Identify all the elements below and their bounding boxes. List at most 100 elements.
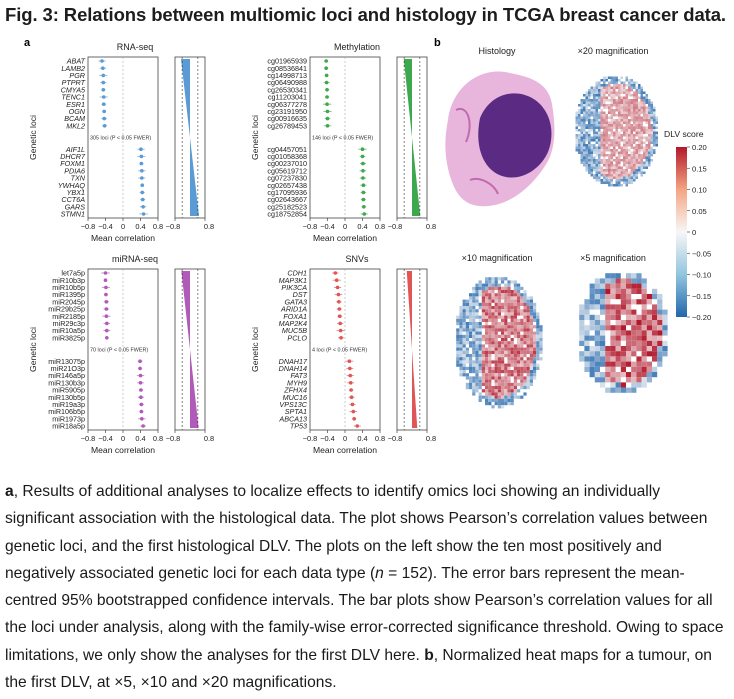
heatmap-cell [605, 299, 611, 305]
y-axis-label: Genetic loci [250, 327, 260, 372]
data-point [324, 73, 329, 78]
heatmap-cell [603, 91, 606, 94]
heatmap-cell [494, 283, 498, 287]
heatmap-cell [536, 366, 540, 370]
heatmap-cell [497, 309, 501, 313]
heatmap-cell [475, 302, 479, 306]
heatmap-cell [589, 299, 595, 305]
heatmap-cell [481, 312, 485, 316]
data-point [334, 278, 339, 283]
heatmap-cell [608, 144, 611, 147]
heatmap-cell [620, 149, 623, 152]
heatmap-cell [507, 347, 511, 351]
heatmap-cell [600, 91, 603, 94]
heatmap-cell [533, 341, 537, 345]
heatmap-cell [588, 131, 591, 134]
data-point [352, 417, 356, 421]
heatmap-cell [590, 119, 593, 122]
heatmap-cell [472, 392, 476, 396]
heatmap-cell [465, 331, 469, 335]
heatmap-cell [628, 126, 631, 129]
heatmap-cell [608, 136, 611, 139]
data-point [361, 197, 366, 202]
heatmap-cell [584, 314, 590, 320]
heatmap-cell [636, 273, 642, 279]
heatmap-cell [662, 346, 668, 352]
heatmap-cell [620, 99, 623, 102]
heatmap-cell [579, 340, 585, 346]
heatmap-cell [630, 131, 633, 134]
heatmap-cell [579, 309, 585, 315]
heatmap-cell [641, 366, 647, 372]
heatmap-cell [590, 124, 593, 127]
heatmap-cell [497, 312, 501, 316]
heatmap-cell [539, 347, 543, 351]
heatmap-cell [481, 389, 485, 393]
heatmap-cell [580, 106, 583, 109]
heatmap-cell [641, 335, 647, 341]
heatmap-cell [469, 306, 473, 310]
heatmap-cell [588, 126, 591, 129]
heatmap-cell [610, 81, 613, 84]
heatmap-cell [485, 283, 489, 287]
data-point [348, 381, 353, 385]
heatmap-cell [615, 351, 621, 357]
heatmap-cell [501, 354, 505, 358]
heatmap-cell [529, 331, 533, 335]
locus-label: TENC1 [61, 93, 85, 102]
heatmap-cell [603, 86, 606, 89]
heatmap-cell [618, 109, 621, 112]
tick-label: 0.8 [375, 434, 385, 443]
heatmap-cell [613, 124, 616, 127]
heatmap-cell [580, 154, 583, 157]
heatmap-cell [610, 169, 613, 172]
heatmap-cell [517, 286, 521, 290]
heatmap-cell [635, 169, 638, 172]
heatmap-cell [590, 121, 593, 124]
heatmap-cell [610, 151, 613, 154]
heatmap-cell [603, 171, 606, 174]
tick-label: 0 [343, 222, 347, 231]
heatmap-cell [501, 290, 505, 294]
heatmap-cell [620, 129, 623, 132]
heatmap-cell [469, 382, 473, 386]
heatmap-cell [497, 299, 501, 303]
heatmap-cell [475, 299, 479, 303]
tick-label: −0.4 [320, 434, 335, 443]
heatmap-cell [593, 161, 596, 164]
heatmap-cell [608, 124, 611, 127]
heatmap-cell [631, 299, 637, 305]
heatmap-cell [603, 111, 606, 114]
heatmap-cell [507, 344, 511, 348]
heatmap-cell [594, 361, 600, 367]
heatmap-cell [588, 89, 591, 92]
heatmap-cell [507, 376, 511, 380]
heatmap-cell [635, 159, 638, 162]
heatmap-cell [648, 149, 651, 152]
data-point [336, 292, 341, 297]
heatmap-cell [585, 126, 588, 129]
heatmap-cell [628, 171, 631, 174]
heatmap-cell [650, 106, 653, 109]
heatmap-cell [501, 350, 505, 354]
heatmap-cell [520, 299, 524, 303]
heatmap-cell [517, 389, 521, 393]
heatmap-cell [600, 79, 603, 82]
heatmap-cell [623, 149, 626, 152]
heatmap-cell [504, 350, 508, 354]
heatmap-cell [623, 114, 626, 117]
heatmap-cell [469, 322, 473, 326]
heatmap-cell [620, 283, 626, 289]
heatmap-cell [513, 293, 517, 297]
heatmap-cell [465, 334, 469, 338]
heatmap-cell [610, 131, 613, 134]
heatmap-cell [595, 94, 598, 97]
heatmap-cell [494, 360, 498, 364]
heatmap-cell [618, 151, 621, 154]
heatmap-cell [600, 299, 606, 305]
heatmap-cell [517, 293, 521, 297]
heatmap-cell [485, 370, 489, 374]
heatmap-cell [507, 363, 511, 367]
heatmap-cell [585, 149, 588, 152]
heatmap-cell [600, 161, 603, 164]
